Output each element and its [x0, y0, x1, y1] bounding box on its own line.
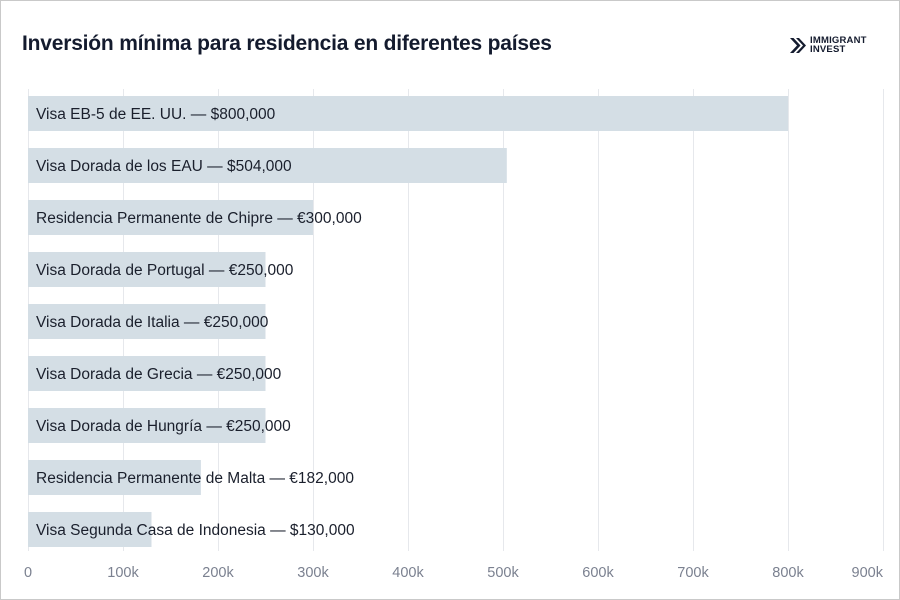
chart-title: Inversión mínima para residencia en dife…	[22, 32, 552, 55]
logo-line-2: INVEST	[810, 44, 846, 55]
bar-4	[28, 304, 266, 339]
x-tick-label-4: 400k	[392, 565, 424, 581]
x-tick-label-7: 700k	[677, 565, 709, 581]
x-tick-label-5: 500k	[487, 565, 519, 581]
bar-5	[28, 356, 266, 391]
bar-label-4: Visa Dorada de Italia — €250,000	[36, 314, 269, 331]
bar-1	[28, 148, 507, 183]
bar-label-8: Visa Segunda Casa de Indonesia — $130,00…	[36, 522, 355, 539]
bar-label-5: Visa Dorada de Grecia — €250,000	[36, 366, 282, 383]
brand-logo: IMMIGRANT INVEST	[789, 36, 867, 54]
bar-label-2: Residencia Permanente de Chipre — €300,0…	[36, 210, 362, 227]
x-tick-label-3: 300k	[297, 565, 329, 581]
bar-2	[28, 200, 313, 235]
x-tick-label-8: 800k	[772, 565, 804, 581]
x-tick-label-0: 0	[24, 565, 32, 581]
x-tick-label-2: 200k	[202, 565, 234, 581]
x-tick-label-9: 900k	[852, 565, 884, 581]
double-chevron-icon	[790, 37, 806, 53]
bar-7	[28, 460, 201, 495]
bar-0	[28, 96, 788, 131]
bar-label-3: Visa Dorada de Portugal — €250,000	[36, 262, 294, 279]
bar-3	[28, 252, 266, 287]
x-tick-label-6: 600k	[582, 565, 614, 581]
x-tick-label-1: 100k	[107, 565, 139, 581]
bar-6	[28, 408, 266, 443]
bar-label-0: Visa EB-5 de EE. UU. — $800,000	[36, 106, 276, 123]
bar-8	[28, 512, 152, 547]
logo-line-1: IMMIGRANT	[810, 35, 867, 46]
bar-label-7: Residencia Permanente de Malta — €182,00…	[36, 470, 354, 487]
bar-label-1: Visa Dorada de los EAU — $504,000	[36, 158, 292, 175]
bar-label-6: Visa Dorada de Hungría — €250,000	[36, 418, 291, 435]
